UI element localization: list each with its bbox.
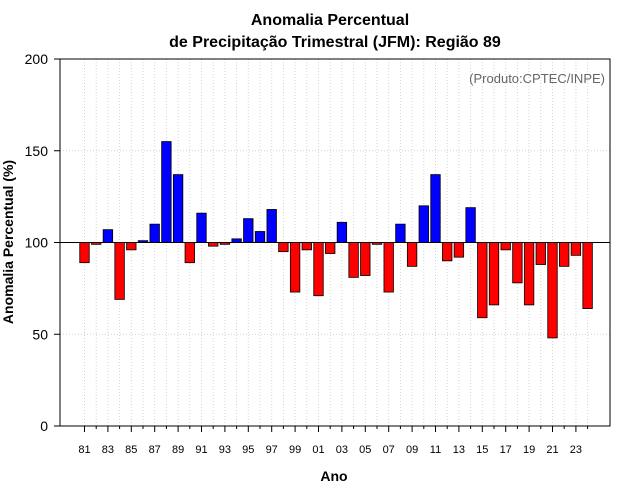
x-tick-label: 19	[523, 444, 535, 456]
bar-1991	[196, 212, 207, 243]
bar-2012	[442, 242, 453, 262]
x-tick-label: 93	[219, 444, 231, 456]
x-axis-label: Ano	[320, 468, 347, 484]
x-tick-label: 91	[195, 444, 207, 456]
bar-2014	[465, 207, 476, 243]
y-tick-label: 0	[40, 418, 48, 434]
chart-title-line1: Anomalia Percentual	[251, 12, 409, 29]
bar-2009	[406, 242, 418, 267]
x-tick-label: 03	[336, 444, 348, 456]
x-axis: 81 83 85 87 89 91 93 95 97 99 01 03 05 07 09 11 13 15 17 19…	[78, 426, 589, 456]
bar-1987	[149, 223, 160, 243]
bar-1999	[289, 242, 301, 293]
x-tick-label: 87	[149, 444, 161, 456]
credit-text: (Produto:CPTEC/INPE)	[469, 71, 605, 86]
x-tick-label: 09	[406, 444, 418, 456]
bar-1992	[208, 242, 219, 247]
x-tick-label: 97	[266, 444, 278, 456]
x-tick-label: 83	[102, 444, 114, 456]
bar-2002	[325, 242, 336, 254]
bar-1998	[278, 242, 289, 253]
bar-2010	[418, 205, 429, 243]
bar-2003	[336, 221, 348, 243]
bar-1990	[184, 242, 195, 264]
x-tick-label: 81	[78, 444, 90, 456]
x-tick-label: 21	[546, 444, 558, 456]
x-tick-label: 89	[172, 444, 184, 456]
x-tick-label: 15	[476, 444, 488, 456]
y-tick-label: 150	[25, 143, 49, 159]
y-axis-label: Anomalia Percentual (%)	[0, 160, 16, 324]
bar-2004	[348, 242, 359, 278]
x-tick-label: 07	[383, 444, 395, 456]
y-tick-label: 100	[25, 235, 49, 251]
bar-2013	[453, 242, 465, 258]
bar-2001	[313, 242, 324, 297]
bar-2005	[360, 242, 371, 276]
chart-title-line2: de Precipitação Trimestral (JFM): Região…	[169, 34, 501, 51]
bar-1981	[79, 242, 90, 264]
x-tick-label: 05	[359, 444, 371, 456]
bar-2011	[430, 174, 441, 243]
bar-1997	[266, 209, 277, 243]
x-tick-label: 95	[242, 444, 254, 456]
y-axis: 0 50 100 150 200	[25, 51, 60, 434]
bar-2000	[301, 242, 312, 251]
bar-2017	[500, 242, 511, 251]
bar-1995	[243, 218, 254, 243]
bar-2023	[570, 242, 582, 256]
x-tick-label: 85	[125, 444, 137, 456]
bar-2008	[395, 223, 406, 243]
x-tick-label: 01	[312, 444, 324, 456]
x-tick-label: 17	[500, 444, 512, 456]
bar-2019	[523, 242, 535, 306]
bar-1994	[231, 238, 242, 243]
bar-2018	[512, 242, 523, 284]
bar-1984	[114, 242, 125, 300]
bar-2024	[582, 242, 593, 309]
bars	[79, 141, 593, 339]
y-tick-label: 200	[25, 51, 49, 67]
bar-1985	[126, 242, 137, 251]
bar-2016	[488, 242, 500, 306]
y-tick-label: 50	[32, 326, 48, 342]
x-tick-label: 99	[289, 444, 301, 456]
bar-2022	[559, 242, 570, 267]
x-tick-label: 11	[430, 444, 441, 456]
bar-1989	[172, 174, 184, 243]
bar-2007	[383, 242, 394, 293]
bar-1988	[161, 141, 172, 243]
x-tick-label: 23	[570, 444, 582, 456]
bar-1983	[102, 229, 114, 243]
bar-2020	[535, 242, 546, 265]
x-tick-label: 13	[453, 444, 465, 456]
bar-1996	[254, 231, 266, 243]
bar-2015	[477, 242, 488, 319]
bar-2021	[547, 242, 558, 339]
